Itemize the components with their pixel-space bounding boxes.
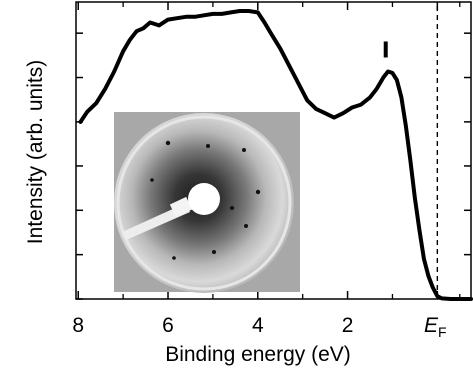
x-tick-label: 2 <box>342 314 354 337</box>
spectrum-line <box>78 9 473 301</box>
diffraction-spot <box>242 148 246 152</box>
diffraction-spot <box>255 189 261 195</box>
fermi-label-sub: F <box>438 324 447 340</box>
x-axis-tick-labels: 8 6 4 2 <box>72 314 353 337</box>
electron-gun-holder <box>122 203 190 240</box>
x-tick-label: 4 <box>252 314 264 337</box>
diffraction-spot <box>150 178 154 182</box>
electron-gun <box>188 183 220 215</box>
fermi-level-label: EF <box>424 314 447 340</box>
x-axis-ticks <box>77 2 461 299</box>
diffraction-spot <box>206 144 210 148</box>
x-tick-label: 6 <box>162 314 174 337</box>
inset-screen-rim <box>116 115 292 291</box>
y-axis-title: Intensity (arb. units) <box>24 60 47 244</box>
plot-frame <box>75 1 472 300</box>
diffraction-inset <box>114 112 300 293</box>
x-tick-label: 8 <box>72 314 84 337</box>
x-axis-title: Binding energy (eV) <box>165 343 351 366</box>
diffraction-spots <box>150 140 261 260</box>
diffraction-spot <box>212 250 216 254</box>
diffraction-spot <box>165 140 171 146</box>
diffraction-spot <box>230 206 234 210</box>
diffraction-spot <box>244 224 248 228</box>
fermi-label-main: E <box>424 314 439 337</box>
electron-gun-tip <box>169 196 193 218</box>
diffraction-spot <box>172 256 176 260</box>
